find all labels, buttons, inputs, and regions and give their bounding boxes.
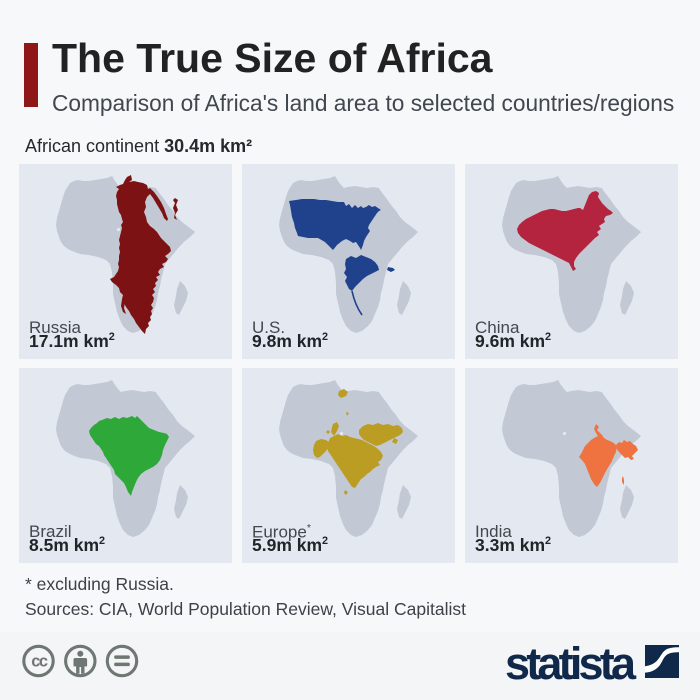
svg-text:cc: cc	[31, 653, 48, 671]
